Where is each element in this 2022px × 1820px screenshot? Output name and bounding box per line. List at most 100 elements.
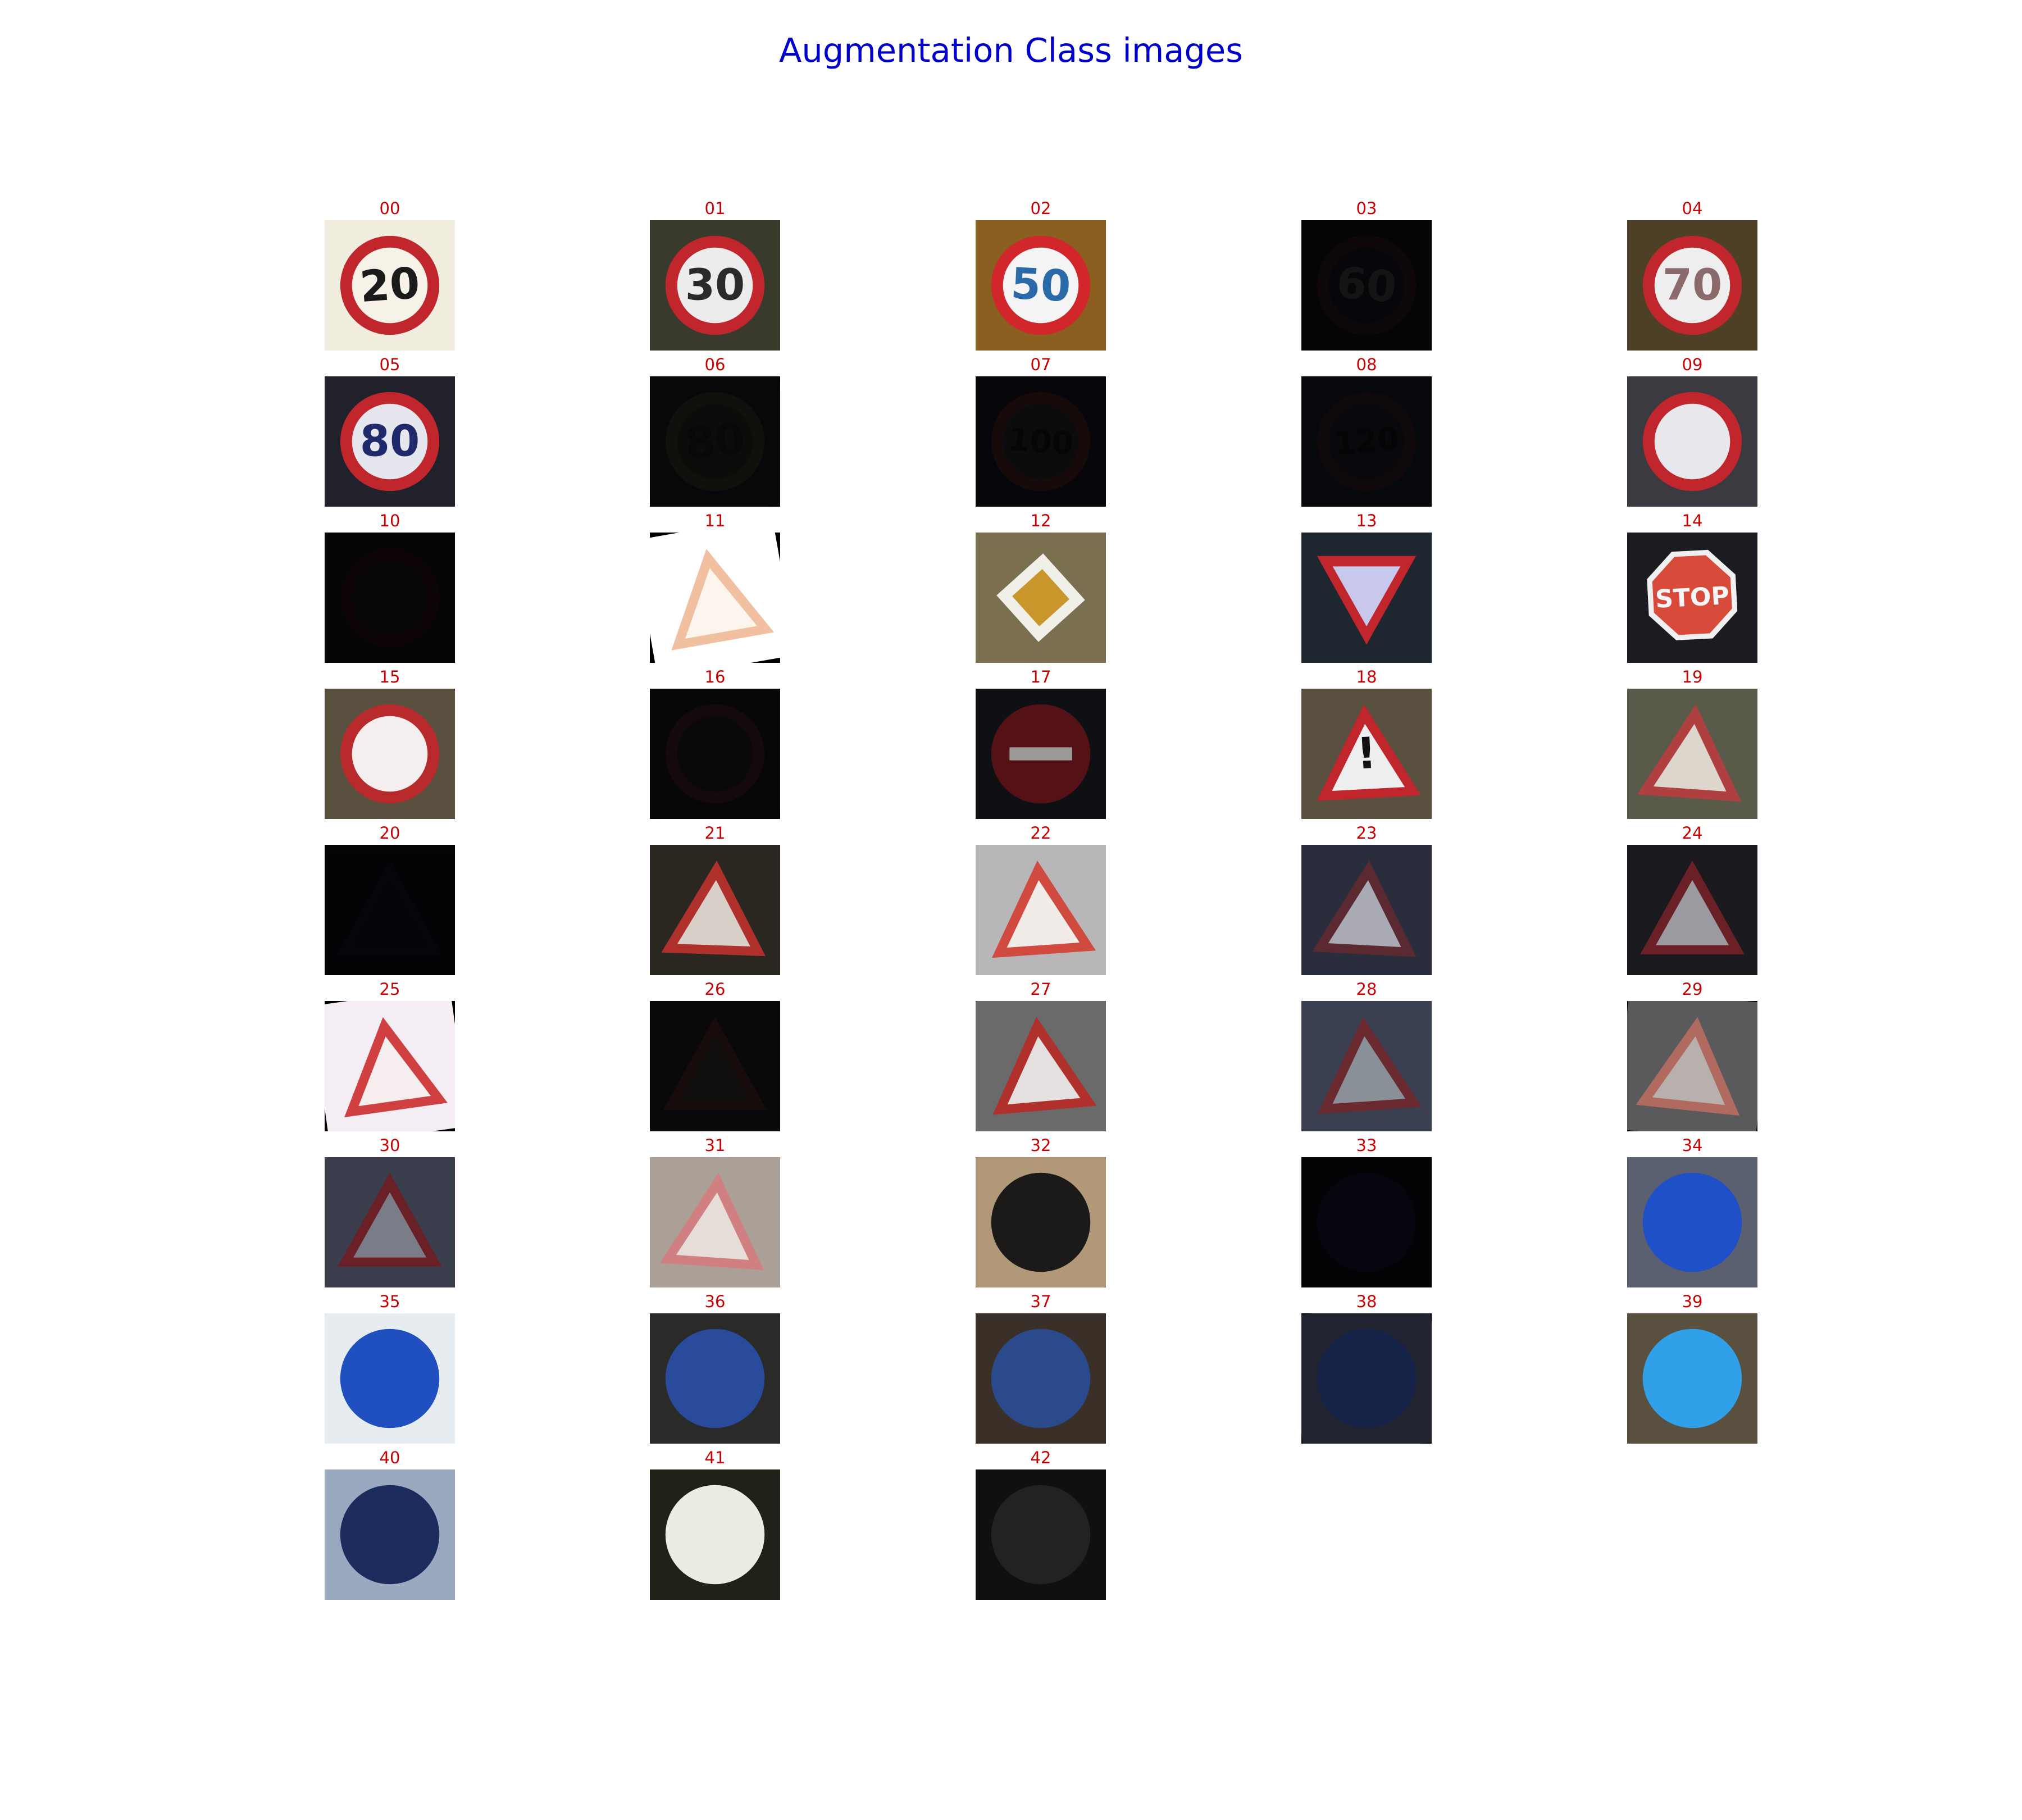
sign-image-28 <box>1301 1001 1432 1131</box>
class-label: 25 <box>379 980 400 999</box>
class-label: 29 <box>1682 980 1703 999</box>
sign-image-30 <box>325 1157 455 1287</box>
sign-thumbnail <box>650 845 780 975</box>
sign-image-03: 60 <box>1301 220 1432 351</box>
sign-thumbnail: 30 <box>650 220 780 351</box>
sign-image-32 <box>976 1157 1106 1287</box>
sign-image-17 <box>976 689 1106 819</box>
sign-text: STOP <box>1655 581 1730 614</box>
sign-thumbnail <box>976 845 1106 975</box>
sign-thumbnail <box>650 689 780 819</box>
sign-image-42 <box>976 1469 1106 1600</box>
class-label: 28 <box>1356 980 1377 999</box>
sign-thumbnail <box>1301 533 1432 663</box>
sign-thumbnail <box>976 1469 1106 1600</box>
sign-thumbnail <box>1627 1157 1757 1287</box>
class-label: 39 <box>1682 1292 1703 1311</box>
sign-thumbnail <box>650 1001 780 1131</box>
sign-thumbnail <box>650 533 780 663</box>
sign-image-36 <box>650 1313 780 1444</box>
class-label: 08 <box>1356 355 1377 374</box>
sign-image-23 <box>1301 845 1432 975</box>
class-label: 03 <box>1356 199 1377 218</box>
sign-image-07: 100 <box>976 376 1106 507</box>
class-label: 38 <box>1356 1292 1377 1311</box>
sign-thumbnail: STOP <box>1627 533 1757 663</box>
class-label: 30 <box>379 1136 400 1155</box>
class-label: 36 <box>704 1292 726 1311</box>
sign-image-05: 80 <box>325 376 455 507</box>
sign-text: 80 <box>360 417 420 467</box>
class-label: 09 <box>1682 355 1703 374</box>
class-label: 27 <box>1030 980 1051 999</box>
class-label: 00 <box>379 199 400 218</box>
sign-thumbnail <box>650 1469 780 1600</box>
class-label: 40 <box>379 1448 400 1467</box>
class-label: 31 <box>704 1136 726 1155</box>
class-label: 21 <box>704 823 726 843</box>
class-label: 07 <box>1030 355 1051 374</box>
class-label: 12 <box>1030 511 1051 530</box>
sign-image-33 <box>1301 1157 1432 1287</box>
class-label: 34 <box>1682 1136 1703 1155</box>
sign-image-31 <box>650 1157 780 1287</box>
sign-thumbnail <box>1627 1001 1757 1131</box>
sign-image-41 <box>650 1469 780 1600</box>
class-label: 16 <box>704 667 726 686</box>
sign-thumbnail: 50 <box>976 220 1106 351</box>
sign-thumbnail <box>976 689 1106 819</box>
sign-image-10 <box>325 533 455 663</box>
sign-image-18: ! <box>1301 689 1432 819</box>
sign-image-14: STOP <box>1627 533 1757 663</box>
sign-image-01: 30 <box>650 220 780 351</box>
sign-thumbnail <box>1301 1313 1432 1444</box>
sign-image-29 <box>1627 1001 1757 1131</box>
class-label: 06 <box>704 355 726 374</box>
sign-thumbnail: 80 <box>650 376 780 507</box>
sign-text: 60 <box>1335 258 1399 313</box>
class-label: 05 <box>379 355 400 374</box>
sign-thumbnail <box>976 533 1106 663</box>
sign-image-21 <box>650 845 780 975</box>
class-label: 19 <box>1682 667 1703 686</box>
sign-thumbnail <box>325 1469 455 1600</box>
sign-thumbnail <box>1627 1313 1757 1444</box>
sign-image-08: 120 <box>1301 376 1432 507</box>
class-label: 13 <box>1356 511 1377 530</box>
class-label: 20 <box>379 823 400 843</box>
class-label: 02 <box>1030 199 1051 218</box>
sign-image-40 <box>325 1469 455 1600</box>
sign-image-25 <box>325 1001 455 1131</box>
sign-image-02: 50 <box>976 220 1106 351</box>
sign-text: 30 <box>685 261 745 311</box>
class-label: 01 <box>704 199 726 218</box>
sign-thumbnail <box>976 1157 1106 1287</box>
sign-text: 50 <box>1009 259 1072 312</box>
sign-image-16 <box>650 689 780 819</box>
class-label: 37 <box>1030 1292 1051 1311</box>
sign-image-06: 80 <box>650 376 780 507</box>
sign-image-34 <box>1627 1157 1757 1287</box>
sign-image-20 <box>325 845 455 975</box>
sign-thumbnail <box>1627 376 1757 507</box>
sign-image-13 <box>1301 533 1432 663</box>
sign-thumbnail <box>325 689 455 819</box>
sign-image-19 <box>1627 689 1757 819</box>
sign-text: 20 <box>358 258 421 312</box>
class-label: 15 <box>379 667 400 686</box>
class-label: 32 <box>1030 1136 1051 1155</box>
class-label: 42 <box>1030 1448 1051 1467</box>
sign-image-15 <box>325 689 455 819</box>
class-label: 10 <box>379 511 400 530</box>
sign-image-38 <box>1301 1313 1432 1444</box>
class-label: 35 <box>379 1292 400 1311</box>
sign-image-22 <box>976 845 1106 975</box>
sign-thumbnail: 20 <box>325 220 455 351</box>
sign-image-04: 70 <box>1627 220 1757 351</box>
figure-title: Augmentation Class images <box>779 31 1243 70</box>
sign-thumbnail <box>325 845 455 975</box>
class-label: 14 <box>1682 511 1703 530</box>
sign-thumbnail <box>325 1313 455 1444</box>
class-label: 23 <box>1356 823 1377 843</box>
class-label: 18 <box>1356 667 1377 686</box>
